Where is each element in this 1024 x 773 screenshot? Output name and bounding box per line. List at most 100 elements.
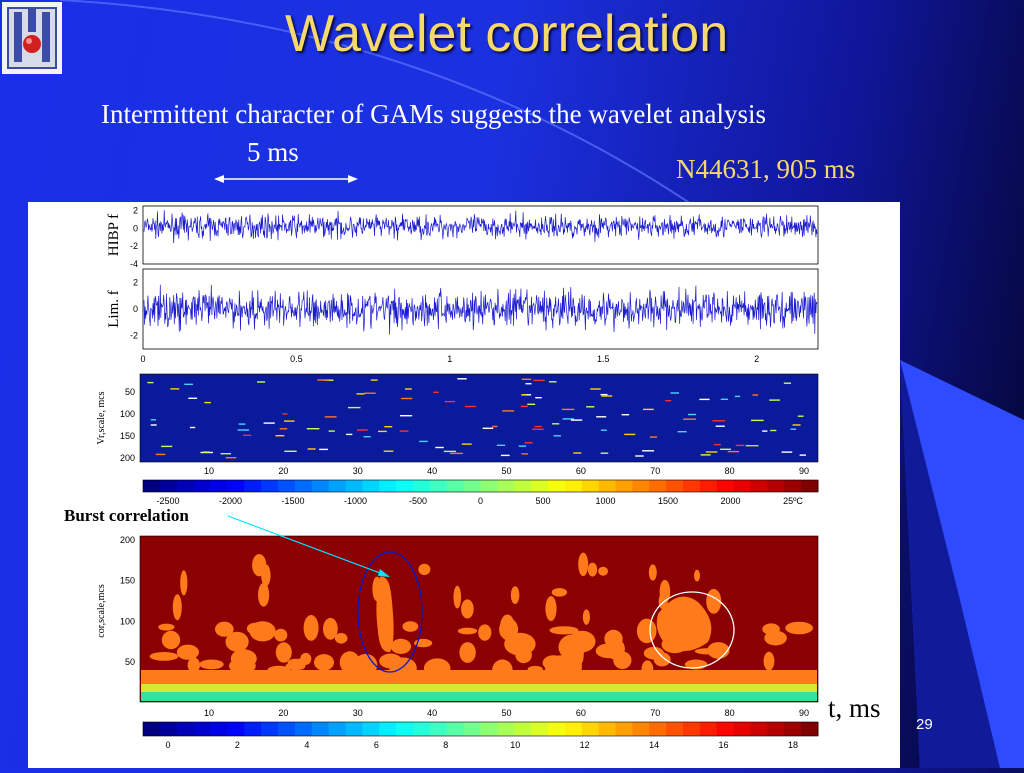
wavelet-burst-mark bbox=[161, 445, 173, 448]
wavelet-burst-mark bbox=[461, 443, 472, 445]
wavelet-burst-mark bbox=[535, 397, 542, 399]
correlation-blob bbox=[267, 665, 290, 674]
velocity-colorbar-segment bbox=[531, 480, 549, 492]
page-number: 29 bbox=[916, 716, 933, 733]
correlation-blob bbox=[149, 652, 179, 661]
wavelet-burst-mark bbox=[184, 383, 193, 385]
velocity-colorbar-segment bbox=[210, 480, 228, 492]
wavelet-burst-mark bbox=[799, 454, 807, 456]
x-tick-label: 50 bbox=[501, 466, 511, 476]
velocity-colorbar-segment bbox=[294, 480, 313, 492]
correlation-colorbar-segment bbox=[446, 722, 465, 736]
x-tick-label: 90 bbox=[799, 466, 809, 476]
wavelet-burst-mark bbox=[699, 398, 710, 401]
correlation-colorbar-segment bbox=[176, 722, 195, 736]
velocity-colorbar-segment bbox=[143, 480, 161, 492]
velocity-colorbar-segment bbox=[548, 480, 566, 492]
correlation-blob bbox=[613, 651, 632, 670]
correlation-blob bbox=[459, 642, 476, 663]
wavelet-burst-mark bbox=[700, 454, 711, 456]
y-tick-label: 100 bbox=[120, 409, 135, 419]
correlation-blob bbox=[568, 630, 596, 653]
correlation-blob bbox=[354, 653, 378, 676]
x-tick-label: 40 bbox=[427, 466, 437, 476]
velocity-colorbar-segment bbox=[193, 480, 211, 492]
correlation-blob bbox=[172, 594, 182, 621]
velocity-colorbar-tick-label: -1000 bbox=[344, 496, 367, 506]
correlation-colorbar-segment bbox=[615, 722, 633, 736]
wavelet-burst-mark bbox=[783, 382, 791, 384]
wavelet-burst-mark bbox=[496, 444, 506, 446]
correlation-blob bbox=[461, 599, 474, 619]
correlation-colorbar-tick-label: 18 bbox=[788, 740, 798, 750]
wavelet-burst-mark bbox=[522, 394, 532, 396]
correlation-colorbar-segment bbox=[413, 722, 431, 736]
velocity-colorbar-segment bbox=[328, 480, 346, 492]
correlation-colorbar-tick-label: 6 bbox=[374, 740, 379, 750]
wavelet-burst-mark bbox=[643, 408, 654, 411]
y-axis-label: Lim. f bbox=[106, 290, 122, 328]
correlation-colorbar-segment bbox=[683, 722, 701, 736]
y-tick-label: 150 bbox=[120, 576, 135, 586]
wavelet-burst-mark bbox=[401, 397, 413, 400]
correlation-blob bbox=[303, 615, 319, 641]
correlation-colorbar-segment bbox=[143, 722, 161, 736]
institute-logo bbox=[2, 2, 62, 74]
y-tick-label: 0 bbox=[133, 304, 138, 314]
wavelet-burst-mark bbox=[319, 448, 328, 451]
signal-trace-1 bbox=[143, 284, 818, 335]
velocity-colorbar-segment bbox=[514, 480, 532, 492]
correlation-blob bbox=[261, 564, 271, 587]
velocity-colorbar-tick-label: 0 bbox=[478, 496, 483, 506]
wavelet-burst-mark bbox=[670, 392, 680, 394]
velocity-colorbar-segment bbox=[632, 480, 650, 492]
y-tick-label: 150 bbox=[120, 431, 135, 441]
correlation-blob bbox=[551, 588, 568, 597]
velocity-colorbar-tick-label: 1000 bbox=[595, 496, 615, 506]
wavelet-burst-mark bbox=[243, 434, 252, 436]
wavelet-burst-mark bbox=[363, 436, 371, 438]
wavelet-burst-mark bbox=[720, 448, 731, 450]
y-tick-label: -2 bbox=[130, 331, 138, 341]
wavelet-burst-mark bbox=[624, 433, 636, 436]
burst-highlight-ellipse-left bbox=[357, 551, 423, 673]
correlation-colorbar-segment bbox=[261, 722, 279, 736]
wavelet-burst-mark bbox=[419, 440, 428, 443]
correlation-blob bbox=[457, 627, 478, 635]
wavelet-burst-mark bbox=[705, 451, 718, 453]
velocity-colorbar-tick-label: 25ºC bbox=[783, 496, 803, 506]
velocity-colorbar-segment bbox=[159, 480, 178, 492]
correlation-colorbar-segment bbox=[581, 722, 600, 736]
y-axis-label: HIBP f bbox=[106, 214, 122, 256]
burst-highlight-ellipse-right bbox=[649, 591, 735, 669]
wavelet-burst-mark bbox=[188, 397, 198, 399]
velocity-colorbar-segment bbox=[362, 480, 380, 492]
x-tick-label: 70 bbox=[650, 708, 660, 718]
correlation-blob bbox=[500, 614, 515, 639]
y-axis-label: cor,scale,mcs bbox=[96, 584, 107, 638]
velocity-colorbar-segment bbox=[463, 480, 481, 492]
correlation-band-low bbox=[141, 692, 817, 701]
x-tick-label: 20 bbox=[278, 466, 288, 476]
wavelet-burst-mark bbox=[147, 381, 154, 384]
velocity-colorbar-segment bbox=[750, 480, 768, 492]
correlation-blob bbox=[215, 621, 234, 637]
correlation-blob bbox=[653, 652, 671, 667]
wavelet-burst-mark bbox=[328, 430, 335, 432]
wavelet-burst-mark bbox=[155, 453, 166, 456]
wavelet-burst-mark bbox=[792, 424, 801, 426]
wavelet-burst-mark bbox=[150, 419, 157, 421]
x-tick-label: 10 bbox=[204, 708, 214, 718]
correlation-colorbar-tick-label: 10 bbox=[510, 740, 520, 750]
wavelet-burst-mark bbox=[521, 394, 527, 396]
wavelet-burst-mark bbox=[769, 399, 780, 401]
correlation-blob bbox=[187, 657, 200, 673]
wavelet-burst-mark bbox=[532, 428, 544, 430]
wavelet-burst-mark bbox=[527, 403, 536, 405]
x-tick-label: 50 bbox=[501, 708, 511, 718]
correlation-colorbar-segment bbox=[514, 722, 532, 736]
x-tick-label: 0 bbox=[140, 354, 145, 364]
wavelet-burst-mark bbox=[284, 450, 297, 452]
wavelet-burst-mark bbox=[444, 400, 456, 403]
wavelet-burst-mark bbox=[734, 395, 741, 398]
